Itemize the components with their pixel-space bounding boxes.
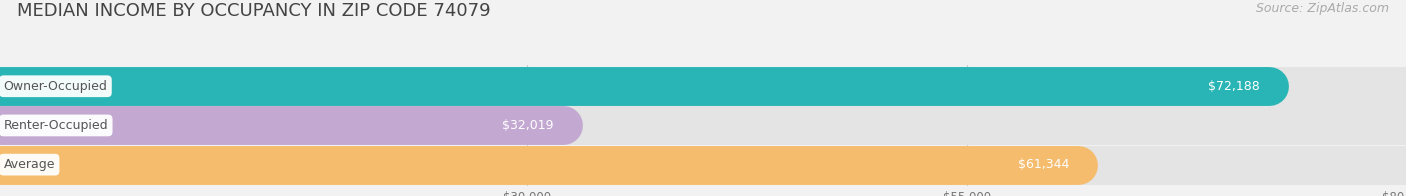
Text: Owner-Occupied: Owner-Occupied bbox=[3, 80, 107, 93]
Text: MEDIAN INCOME BY OCCUPANCY IN ZIP CODE 74079: MEDIAN INCOME BY OCCUPANCY IN ZIP CODE 7… bbox=[17, 2, 491, 20]
Text: $32,019: $32,019 bbox=[502, 119, 554, 132]
Text: Average: Average bbox=[3, 158, 55, 171]
Text: $61,344: $61,344 bbox=[1018, 158, 1070, 171]
Text: Renter-Occupied: Renter-Occupied bbox=[3, 119, 108, 132]
Text: Source: ZipAtlas.com: Source: ZipAtlas.com bbox=[1256, 2, 1389, 15]
Text: $72,188: $72,188 bbox=[1208, 80, 1260, 93]
